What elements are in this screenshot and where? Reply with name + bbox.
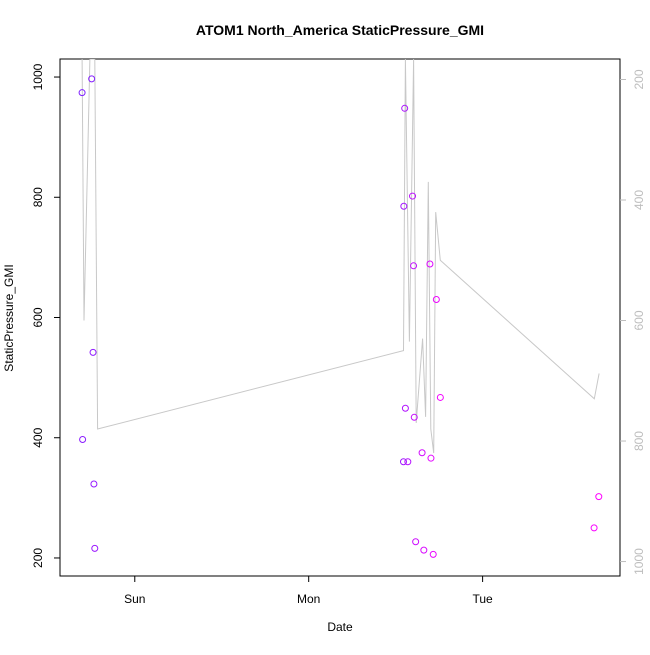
left-tick-label: 400 xyxy=(31,427,45,447)
data-point xyxy=(404,458,412,466)
chart-title: ATOM1 North_America StaticPressure_GMI xyxy=(196,22,484,38)
right-tick-label: 800 xyxy=(632,431,646,451)
data-point xyxy=(426,260,434,268)
data-point xyxy=(418,449,426,457)
data-point xyxy=(410,413,418,421)
x-tick-label: Mon xyxy=(297,592,320,606)
right-tick-label: 400 xyxy=(632,190,646,210)
data-point xyxy=(590,524,598,532)
data-point xyxy=(432,295,440,303)
line-series xyxy=(81,59,600,454)
data-point xyxy=(401,404,409,412)
plot-area-frame xyxy=(59,58,621,577)
left-y-axis: 200 400 600 800 1000 xyxy=(31,63,61,568)
y-axis-title: StaticPressure_GMI xyxy=(2,264,16,371)
data-point xyxy=(401,104,409,112)
x-tick-label: Sun xyxy=(124,592,145,606)
right-y-axis: 200 400 600 800 1000 xyxy=(620,69,646,575)
right-tick-label: 600 xyxy=(632,310,646,330)
left-tick-label: 800 xyxy=(31,187,45,207)
data-point xyxy=(595,493,603,501)
data-point xyxy=(412,538,420,546)
data-point xyxy=(400,202,408,210)
x-axis-title: Date xyxy=(327,620,353,634)
left-tick-label: 600 xyxy=(31,307,45,327)
data-point xyxy=(427,454,435,462)
right-tick-label: 1000 xyxy=(632,548,646,575)
data-point xyxy=(88,75,96,83)
x-tick-label: Tue xyxy=(472,592,493,606)
right-tick-label: 200 xyxy=(632,69,646,89)
data-point xyxy=(91,544,99,552)
data-point xyxy=(90,480,98,488)
point-series xyxy=(78,75,603,558)
data-point xyxy=(429,550,437,558)
x-axis: Sun Mon Tue xyxy=(124,576,493,606)
data-point xyxy=(399,458,407,466)
data-point xyxy=(78,89,86,97)
left-tick-label: 1000 xyxy=(31,63,45,90)
static-pressure-line xyxy=(81,59,600,454)
data-point xyxy=(89,348,97,356)
left-tick-label: 200 xyxy=(31,548,45,568)
data-point xyxy=(420,546,428,554)
data-point xyxy=(410,262,418,270)
data-point xyxy=(409,192,417,200)
data-point xyxy=(436,393,444,401)
data-point xyxy=(79,436,87,444)
